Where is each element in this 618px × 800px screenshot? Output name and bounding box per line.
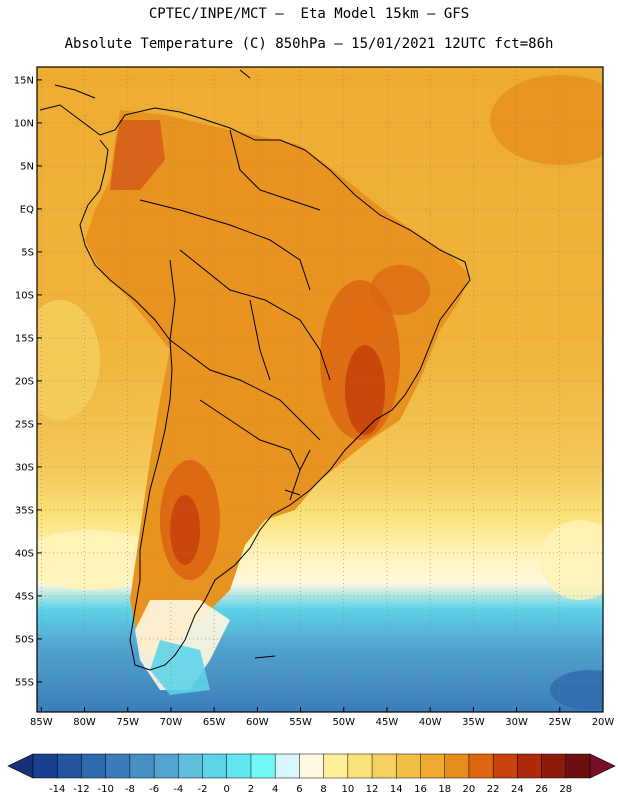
colorbar-swatch bbox=[541, 753, 567, 779]
colorbar-swatch bbox=[444, 753, 470, 779]
map-title: CPTEC/INPE/MCT – Eta Model 15km – GFS bbox=[148, 6, 470, 22]
colorbar-swatch bbox=[517, 753, 543, 779]
latitude-labels: 15N 10N 5N EQ 5S 10S 15S 20S 25S 30S 35S 40S 45S 50S 5… bbox=[14, 75, 42, 688]
colorbar-label: -14 bbox=[49, 784, 65, 795]
lon-label: 20W bbox=[592, 717, 615, 728]
colorbar-label: 2 bbox=[248, 784, 254, 795]
colorbar-swatch bbox=[492, 753, 518, 779]
map-frame bbox=[36, 66, 604, 713]
colorbar-swatch bbox=[371, 753, 397, 779]
lat-label: 10N bbox=[14, 118, 34, 129]
lat-label: 5S bbox=[21, 247, 34, 258]
lat-label: 55S bbox=[15, 677, 34, 688]
map-field bbox=[37, 67, 603, 712]
colorbar-label: 18 bbox=[438, 784, 451, 795]
colorbar-label: 4 bbox=[272, 784, 278, 795]
lon-label: 45W bbox=[376, 717, 399, 728]
lat-label: 30S bbox=[15, 462, 34, 473]
lat-label: 20S bbox=[15, 376, 34, 387]
colorbar-label: 22 bbox=[487, 784, 500, 795]
lon-label: 55W bbox=[289, 717, 312, 728]
colorbar-label: 26 bbox=[535, 784, 548, 795]
coastline bbox=[39, 69, 471, 671]
colorbar-swatch bbox=[468, 753, 494, 779]
colorbar-swatch bbox=[396, 753, 422, 779]
longitude-labels: 85W 80W 75W 70W 65W 60W 55W 50W 45W 40W 35W 30W 25W 2… bbox=[30, 707, 614, 728]
colorbar-swatch bbox=[202, 753, 228, 779]
map-subtitle: Absolute Temperature (C) 850hPa – 15/01/… bbox=[64, 36, 554, 52]
lon-label: 65W bbox=[203, 717, 226, 728]
colorbar-swatch bbox=[226, 753, 252, 779]
colorbar-label: 24 bbox=[511, 784, 524, 795]
lon-label: 80W bbox=[73, 717, 96, 728]
colorbar-label: 8 bbox=[320, 784, 326, 795]
colorbar-swatch bbox=[178, 753, 204, 779]
colorbar-swatch bbox=[274, 753, 300, 779]
colorbar-label: 12 bbox=[366, 784, 379, 795]
colorbar-label: 20 bbox=[463, 784, 476, 795]
colorbar-swatch bbox=[105, 753, 131, 779]
colorbar-label: 28 bbox=[559, 784, 572, 795]
lat-label: 15S bbox=[15, 333, 34, 344]
lon-label: 35W bbox=[462, 717, 485, 728]
colorbar-label: 10 bbox=[341, 784, 354, 795]
colorbar-label: 14 bbox=[390, 784, 403, 795]
colorbar-swatch bbox=[323, 753, 349, 779]
colorbar-swatch bbox=[565, 753, 591, 779]
colorbar-label: 6 bbox=[296, 784, 302, 795]
lon-label: 85W bbox=[30, 717, 53, 728]
colorbar-label: 0 bbox=[224, 784, 230, 795]
colorbar-swatch bbox=[299, 753, 325, 779]
lat-label: 10S bbox=[15, 290, 34, 301]
colorbar-swatch bbox=[153, 753, 179, 779]
lat-label: 35S bbox=[15, 505, 34, 516]
lon-label: 50W bbox=[332, 717, 355, 728]
colorbar-swatch bbox=[81, 753, 107, 779]
colorbar-swatch bbox=[129, 753, 155, 779]
lon-label: 30W bbox=[505, 717, 528, 728]
colorbar-arrow-high bbox=[589, 753, 616, 779]
colorbar-label: -8 bbox=[125, 784, 135, 795]
colorbar-swatch bbox=[56, 753, 82, 779]
lat-label: 50S bbox=[15, 634, 34, 645]
lat-label: 40S bbox=[15, 548, 34, 559]
lon-label: 60W bbox=[246, 717, 269, 728]
colorbar-label: -4 bbox=[173, 784, 183, 795]
colorbar-swatch bbox=[347, 753, 373, 779]
colorbar-swatch bbox=[250, 753, 276, 779]
lat-label: 45S bbox=[15, 591, 34, 602]
lon-label: 25W bbox=[548, 717, 571, 728]
colorbar-label: -12 bbox=[73, 784, 89, 795]
lat-label: EQ bbox=[20, 204, 34, 215]
colorbar-labels: -14 -12 -10 -8 -6 -4 -2 0 2 4 6 8 10 12 14 16 18 20 22 24 26… bbox=[49, 784, 572, 795]
colorbar-swatch bbox=[32, 753, 58, 779]
lon-label: 70W bbox=[160, 717, 183, 728]
colorbar-swatch bbox=[420, 753, 446, 779]
colorbar-arrow-low bbox=[7, 753, 34, 779]
colorbar-label: -6 bbox=[149, 784, 159, 795]
lat-label: 5N bbox=[20, 161, 34, 172]
colorbar-label: -10 bbox=[97, 784, 113, 795]
lon-label: 75W bbox=[116, 717, 139, 728]
lat-label: 15N bbox=[14, 75, 34, 86]
colorbar-label: -2 bbox=[198, 784, 208, 795]
colorbar-label: 16 bbox=[414, 784, 427, 795]
lon-label: 40W bbox=[419, 717, 442, 728]
temperature-colorbar bbox=[7, 753, 616, 779]
lat-label: 25S bbox=[15, 419, 34, 430]
